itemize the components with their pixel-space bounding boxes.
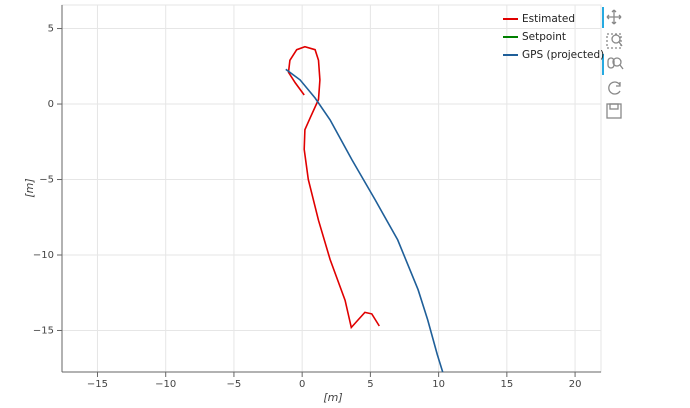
- x-tick-label: 10: [432, 379, 445, 390]
- x-tick-label: 15: [500, 379, 513, 390]
- active-indicator: [602, 54, 604, 75]
- y-tick-label: −10: [33, 250, 54, 261]
- x-tick-label: 0: [299, 379, 305, 390]
- active-indicator: [602, 7, 604, 28]
- legend-label: Estimated: [522, 13, 575, 25]
- x-tick-label: 20: [569, 379, 582, 390]
- pan-tool[interactable]: [606, 9, 622, 25]
- toolbar: [602, 7, 624, 119]
- y-tick-label: −15: [33, 325, 54, 336]
- plot-area: [61, 4, 602, 373]
- y-tick-label: 0: [48, 99, 54, 110]
- x-tick-label: −5: [227, 379, 242, 390]
- x-axis-label: [m]: [323, 391, 342, 404]
- y-tick-label: 5: [48, 24, 54, 35]
- x-tick-label: −10: [155, 379, 176, 390]
- box-zoom-tool[interactable]: [606, 33, 623, 49]
- series-line: [287, 45, 380, 330]
- legend-label: GPS (projected): [522, 49, 604, 61]
- y-axis-label: [m]: [23, 178, 36, 197]
- series-line: [285, 68, 444, 373]
- y-tick-label: −5: [39, 175, 54, 186]
- x-tick-label: −15: [87, 379, 108, 390]
- reset-tool[interactable]: [608, 81, 621, 95]
- save-tool[interactable]: [606, 103, 622, 119]
- wheel-zoom-tool[interactable]: [607, 57, 624, 70]
- legend-label: Setpoint: [522, 31, 566, 43]
- x-tick-label: 5: [367, 379, 373, 390]
